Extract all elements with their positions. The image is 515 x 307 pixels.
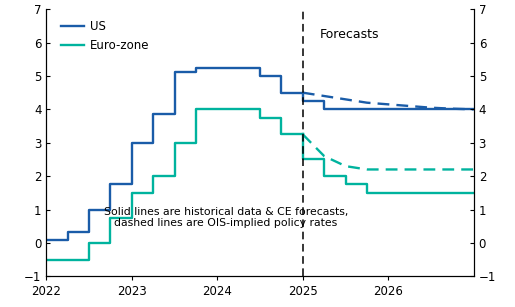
Text: Forecasts: Forecasts	[320, 28, 380, 41]
Legend: US, Euro-zone: US, Euro-zone	[61, 21, 150, 52]
Text: Solid lines are historical data & CE forecasts,
dashed lines are OIS-implied pol: Solid lines are historical data & CE for…	[104, 207, 348, 228]
